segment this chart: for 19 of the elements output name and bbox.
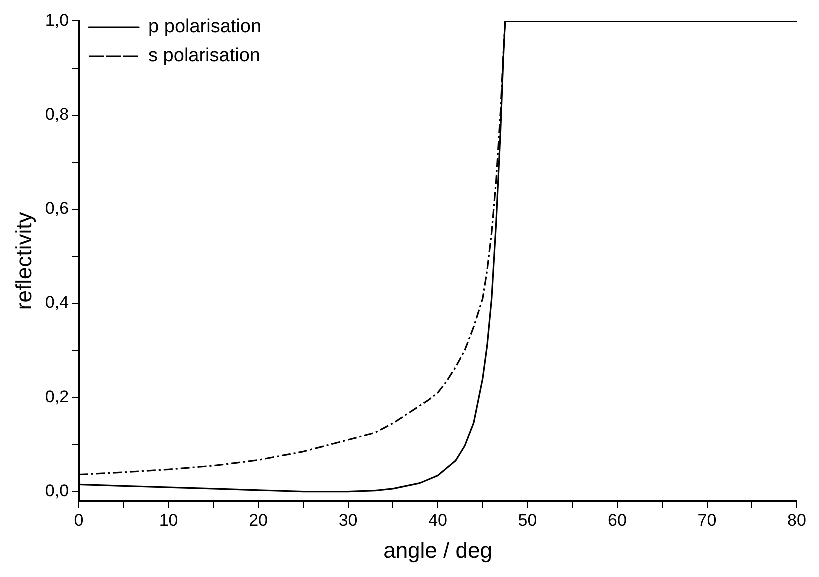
x-tick-label: 50: [518, 511, 538, 530]
x-tick-label: 40: [428, 511, 448, 530]
x-tick-label: 0: [74, 511, 84, 530]
y-axis-title: reflectivity: [11, 212, 36, 310]
x-tick-label: 30: [338, 511, 358, 530]
y-tick-label: 0,8: [45, 105, 70, 124]
y-tick-label: 0,2: [45, 387, 70, 406]
x-tick-label: 80: [788, 511, 806, 530]
y-tick-label: 0,4: [45, 293, 70, 312]
legend-label: s polarisation: [148, 46, 260, 67]
x-tick-label: 60: [608, 511, 627, 530]
y-tick-label: 1,0: [45, 10, 70, 30]
x-tick-label: 70: [698, 511, 717, 530]
x-axis-title: angle / deg: [384, 538, 492, 563]
y-tick-label: 0,0: [45, 481, 70, 500]
x-tick-label: 10: [159, 511, 178, 530]
y-tick-label: 0,6: [45, 199, 70, 218]
x-tick-label: 20: [249, 511, 268, 530]
legend-label: p polarisation: [148, 16, 262, 38]
